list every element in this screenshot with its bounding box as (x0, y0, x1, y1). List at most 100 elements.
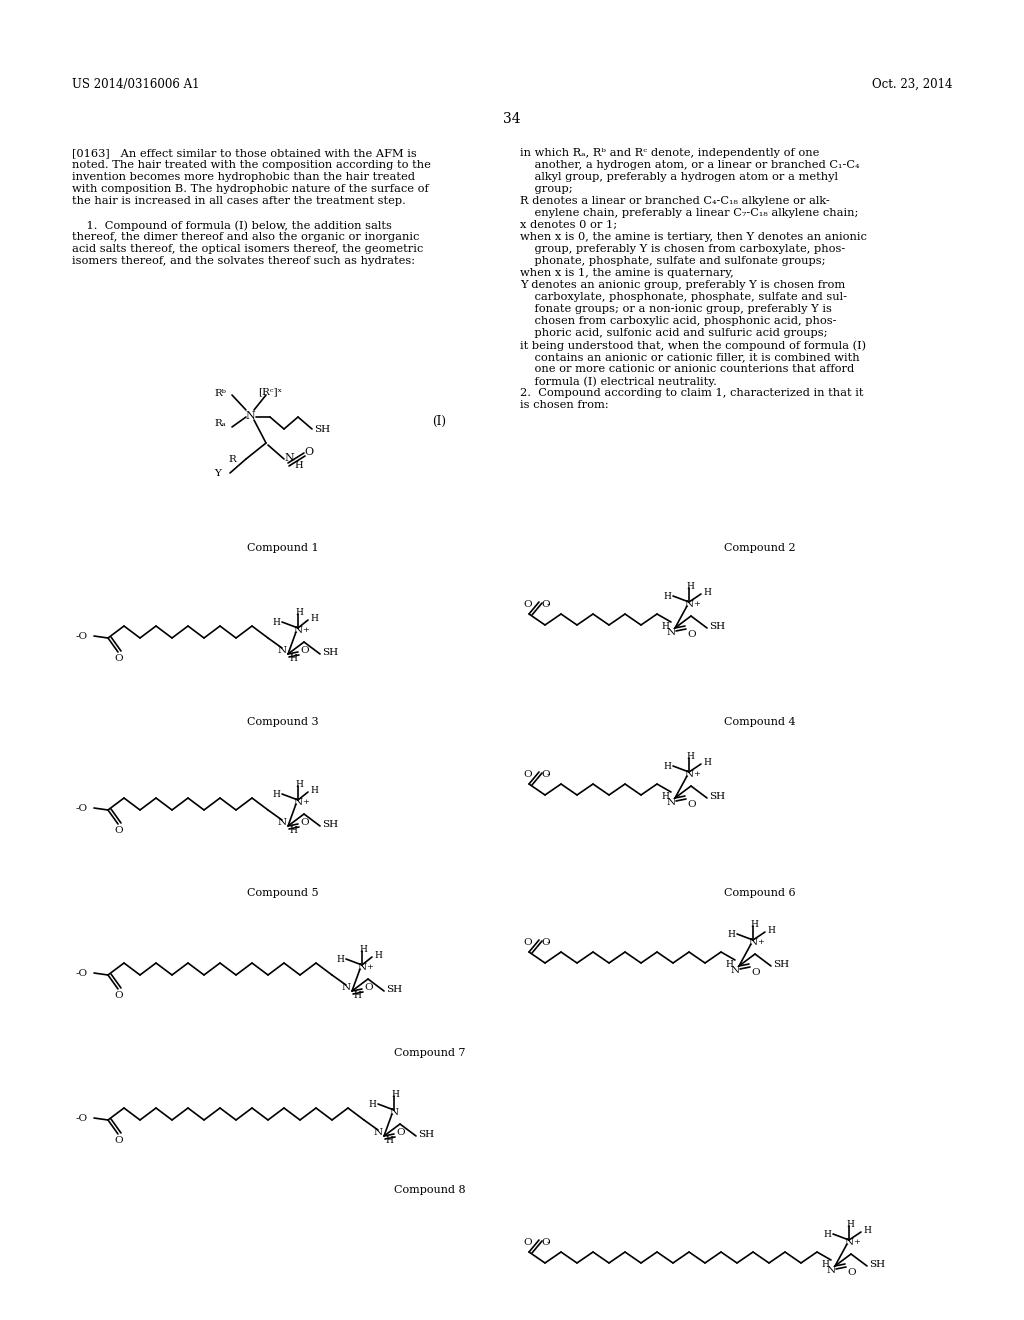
Text: Compound 7: Compound 7 (394, 1048, 466, 1059)
Text: O: O (114, 826, 123, 836)
Text: H: H (336, 954, 344, 964)
Text: +: + (757, 939, 764, 946)
Text: thereof, the dimer thereof and also the organic or inorganic: thereof, the dimer thereof and also the … (72, 232, 420, 242)
Text: SH: SH (314, 425, 330, 434)
Text: enylene chain, preferably a linear C₇-C₁₈ alkylene chain;: enylene chain, preferably a linear C₇-C₁… (520, 209, 858, 218)
Text: +: + (853, 1238, 860, 1246)
Text: -: - (547, 770, 551, 779)
Text: O: O (114, 1137, 123, 1144)
Text: US 2014/0316006 A1: US 2014/0316006 A1 (72, 78, 200, 91)
Text: Compound 8: Compound 8 (394, 1185, 466, 1195)
Text: SH: SH (869, 1261, 885, 1269)
Text: N: N (278, 645, 287, 655)
Text: O: O (304, 447, 313, 457)
Text: Oct. 23, 2014: Oct. 23, 2014 (871, 78, 952, 91)
Text: 1.  Compound of formula (I) below, the addition salts: 1. Compound of formula (I) below, the ad… (72, 220, 392, 231)
Text: H: H (750, 920, 758, 929)
Text: N: N (749, 939, 758, 946)
Text: H: H (310, 785, 317, 795)
Text: O: O (114, 991, 123, 1001)
Text: H: H (725, 960, 733, 969)
Text: H: H (368, 1100, 376, 1109)
Text: H: H (272, 789, 280, 799)
Text: N: N (827, 1266, 837, 1275)
Text: O: O (523, 770, 531, 779)
Text: in which Rₐ, Rᵇ and Rᶜ denote, independently of one: in which Rₐ, Rᵇ and Rᶜ denote, independe… (520, 148, 819, 158)
Text: H: H (359, 945, 367, 954)
Text: O: O (847, 1269, 856, 1276)
Text: Y: Y (214, 469, 221, 478)
Text: H: H (289, 826, 297, 836)
Text: N: N (667, 799, 676, 807)
Text: phonate, phosphate, sulfate and sulfonate groups;: phonate, phosphate, sulfate and sulfonat… (520, 256, 825, 267)
Text: -: - (547, 601, 551, 609)
Text: O: O (523, 1238, 531, 1247)
Text: O: O (687, 630, 695, 639)
Text: +: + (366, 964, 373, 972)
Text: H: H (703, 758, 711, 767)
Text: (I): (I) (432, 414, 446, 428)
Text: +: + (302, 799, 309, 807)
Text: H: H (767, 927, 775, 935)
Text: SH: SH (773, 960, 790, 969)
Text: Compound 5: Compound 5 (247, 888, 318, 898)
Text: O: O (300, 818, 308, 828)
Text: alkyl group, preferably a hydrogen atom or a methyl: alkyl group, preferably a hydrogen atom … (520, 172, 838, 182)
Text: N: N (685, 601, 694, 609)
Text: Compound 6: Compound 6 (724, 888, 796, 898)
Text: N: N (731, 966, 740, 975)
Text: H: H (391, 1090, 399, 1100)
Text: it being understood that, when the compound of formula (I): it being understood that, when the compo… (520, 341, 866, 351)
Text: -O: -O (76, 969, 88, 978)
Text: group;: group; (520, 183, 572, 194)
Text: N: N (278, 818, 287, 828)
Text: H: H (374, 950, 382, 960)
Text: O: O (541, 939, 550, 946)
Text: N: N (390, 1107, 399, 1117)
Text: H: H (295, 780, 303, 789)
Text: O: O (114, 653, 123, 663)
Text: O: O (541, 770, 550, 779)
Text: +: + (693, 601, 699, 609)
Text: O: O (541, 601, 550, 609)
Text: H: H (821, 1261, 828, 1269)
Text: H: H (703, 587, 711, 597)
Text: H: H (863, 1226, 870, 1236)
Text: SH: SH (386, 985, 402, 994)
Text: H: H (686, 582, 694, 591)
Text: SH: SH (709, 622, 725, 631)
Text: H: H (663, 762, 671, 771)
Text: O: O (523, 939, 531, 946)
Text: H: H (662, 622, 669, 631)
Text: [Rᶜ]ˣ: [Rᶜ]ˣ (258, 387, 282, 396)
Text: invention becomes more hydrophobic than the hair treated: invention becomes more hydrophobic than … (72, 172, 415, 182)
Text: N: N (284, 453, 294, 463)
Text: carboxylate, phosphonate, phosphate, sulfate and sul-: carboxylate, phosphonate, phosphate, sul… (520, 292, 847, 302)
Text: +: + (693, 770, 699, 777)
Text: N: N (667, 628, 676, 638)
Text: H: H (385, 1137, 393, 1144)
Text: 2.  Compound according to claim 1, characterized in that it: 2. Compound according to claim 1, charac… (520, 388, 863, 399)
Text: when x is 0, the amine is tertiary, then Y denotes an anionic: when x is 0, the amine is tertiary, then… (520, 232, 867, 242)
Text: H: H (289, 653, 297, 663)
Text: Compound 2: Compound 2 (724, 543, 796, 553)
Text: H: H (662, 792, 669, 801)
Text: -O: -O (76, 804, 88, 813)
Text: O: O (687, 800, 695, 809)
Text: N: N (245, 411, 255, 421)
Text: 34: 34 (503, 112, 521, 125)
Text: SH: SH (322, 820, 338, 829)
Text: H: H (846, 1220, 854, 1229)
Text: chosen from carboxylic acid, phosphonic acid, phos-: chosen from carboxylic acid, phosphonic … (520, 315, 837, 326)
Text: H: H (663, 591, 671, 601)
Text: -: - (547, 1238, 551, 1247)
Text: fonate groups; or a non-ionic group, preferably Y is: fonate groups; or a non-ionic group, pre… (520, 304, 831, 314)
Text: SH: SH (709, 792, 725, 801)
Text: formula (I) electrical neutrality.: formula (I) electrical neutrality. (520, 376, 717, 387)
Text: x denotes 0 or 1;: x denotes 0 or 1; (520, 220, 617, 230)
Text: N: N (358, 964, 368, 972)
Text: Compound 3: Compound 3 (247, 717, 318, 727)
Text: O: O (541, 1238, 550, 1247)
Text: R: R (228, 455, 236, 465)
Text: Compound 1: Compound 1 (247, 543, 318, 553)
